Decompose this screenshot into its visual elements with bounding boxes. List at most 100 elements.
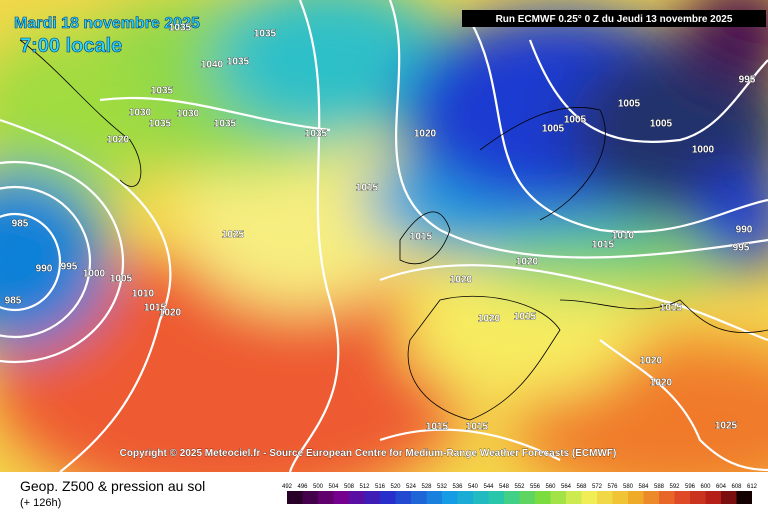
scale-cell [302, 491, 318, 504]
scale-label: 588 [654, 484, 665, 490]
isobar-label: 1010 [132, 289, 155, 300]
legend-title: Geop. Z500 & pression au sol [20, 478, 205, 494]
isobar-label: 1025 [715, 421, 738, 432]
isobar-label: 990 [36, 264, 53, 275]
scale-label: 512 [359, 484, 370, 490]
isobar-label: 1035 [227, 57, 250, 68]
scale-label: 508 [344, 484, 355, 490]
scale-cell [318, 491, 334, 504]
scale-label: 564 [561, 484, 572, 490]
isobar-label: 1015 [356, 183, 379, 194]
scale-label: 592 [669, 484, 680, 490]
isobar-label: 1020 [516, 257, 539, 268]
scale-cell [364, 491, 380, 504]
scale-cell [473, 491, 489, 504]
scale-label: 528 [421, 484, 432, 490]
isobar-label: 1015 [660, 303, 683, 314]
scale-cell [721, 491, 737, 504]
copyright: Copyright © 2025 Meteociel.fr - Source E… [120, 448, 617, 459]
isobar-label: 1015 [514, 312, 537, 323]
scale-label: 580 [623, 484, 634, 490]
isobar-label: 1030 [177, 109, 200, 120]
scale-label: 540 [468, 484, 479, 490]
date: Mardi 18 novembre 2025 [14, 15, 200, 32]
scale-label: 612 [747, 484, 758, 490]
scale-cell [333, 491, 349, 504]
isobar-label: 1020 [650, 378, 673, 389]
isobar-label: 1005 [618, 99, 641, 110]
scale-label: 572 [592, 484, 603, 490]
scale-label: 524 [406, 484, 417, 490]
isobar-label: 1035 [254, 29, 277, 40]
scale-cell [395, 491, 411, 504]
scale-label: 532 [437, 484, 448, 490]
isobar-label: 1035 [214, 119, 237, 130]
scale-label: 536 [452, 484, 463, 490]
isobar-label: 1020 [640, 356, 663, 367]
scale-cell [550, 491, 566, 504]
scale-label: 560 [545, 484, 556, 490]
scale-cell [628, 491, 644, 504]
scale-cell [659, 491, 675, 504]
scale-cell [457, 491, 473, 504]
isobar-label: 1000 [692, 145, 715, 156]
isobar-label: 1005 [650, 119, 673, 130]
scale-cell [287, 491, 303, 504]
isobar-label: 1005 [542, 124, 565, 135]
scale-cell [535, 491, 551, 504]
scale-cell [411, 491, 427, 504]
scale-cell [690, 491, 706, 504]
scale-cell [426, 491, 442, 504]
isobar-label: 995 [733, 243, 750, 254]
isobar-label: 990 [736, 225, 753, 236]
run-info: Run ECMWF 0.25° 0 Z du Jeudi 13 novembre… [496, 14, 733, 25]
isobar-label: 1005 [564, 115, 587, 126]
time: 7:00 locale [20, 35, 122, 57]
isobar-label: 1030 [129, 108, 152, 119]
isobar-label: 1010 [612, 231, 635, 242]
scale-label: 604 [716, 484, 727, 490]
scale-label: 600 [700, 484, 711, 490]
isobar-label: 1015 [410, 232, 433, 243]
scale-cell [581, 491, 597, 504]
scale-cell [349, 491, 365, 504]
scale-cell [643, 491, 659, 504]
scale-label: 552 [514, 484, 525, 490]
forecast-step: (+ 126h) [20, 497, 61, 509]
isobar-label: 1035 [305, 129, 328, 140]
isobar-label: 1020 [107, 135, 130, 146]
isobar-label: 1015 [592, 240, 615, 251]
isobar-label: 1000 [83, 269, 106, 280]
scale-cell [705, 491, 721, 504]
isobar-label: 1020 [414, 129, 437, 140]
run-banner [462, 10, 766, 27]
scale-label: 520 [390, 484, 401, 490]
scale-cell [488, 491, 504, 504]
isobar-label: 1015 [426, 422, 449, 433]
scale-label: 544 [483, 484, 494, 490]
isobar-label: 995 [739, 75, 756, 86]
scale-label: 500 [313, 484, 324, 490]
scale-label: 568 [576, 484, 587, 490]
scale-cell [380, 491, 396, 504]
color-scale: 492 496 500 504 508 512 516 520 524 528 532 536 540 5… [282, 484, 758, 504]
scale-cell [612, 491, 628, 504]
scale-label: 516 [375, 484, 386, 490]
scale-label: 496 [297, 484, 308, 490]
scale-cell [597, 491, 613, 504]
isobar-label: 1020 [159, 308, 182, 319]
isobar-label: 1015 [466, 422, 489, 433]
isobar-label: 1020 [450, 275, 473, 286]
isobar-label: 1020 [478, 314, 501, 325]
scale-label: 584 [638, 484, 649, 490]
isobar-label: 1005 [110, 274, 133, 285]
isobar-label: 1035 [169, 23, 192, 34]
isobar-label: 1035 [151, 86, 174, 97]
scale-cell [504, 491, 520, 504]
scale-label: 504 [328, 484, 339, 490]
scale-label: 596 [685, 484, 696, 490]
isobar-label: 985 [5, 296, 22, 307]
